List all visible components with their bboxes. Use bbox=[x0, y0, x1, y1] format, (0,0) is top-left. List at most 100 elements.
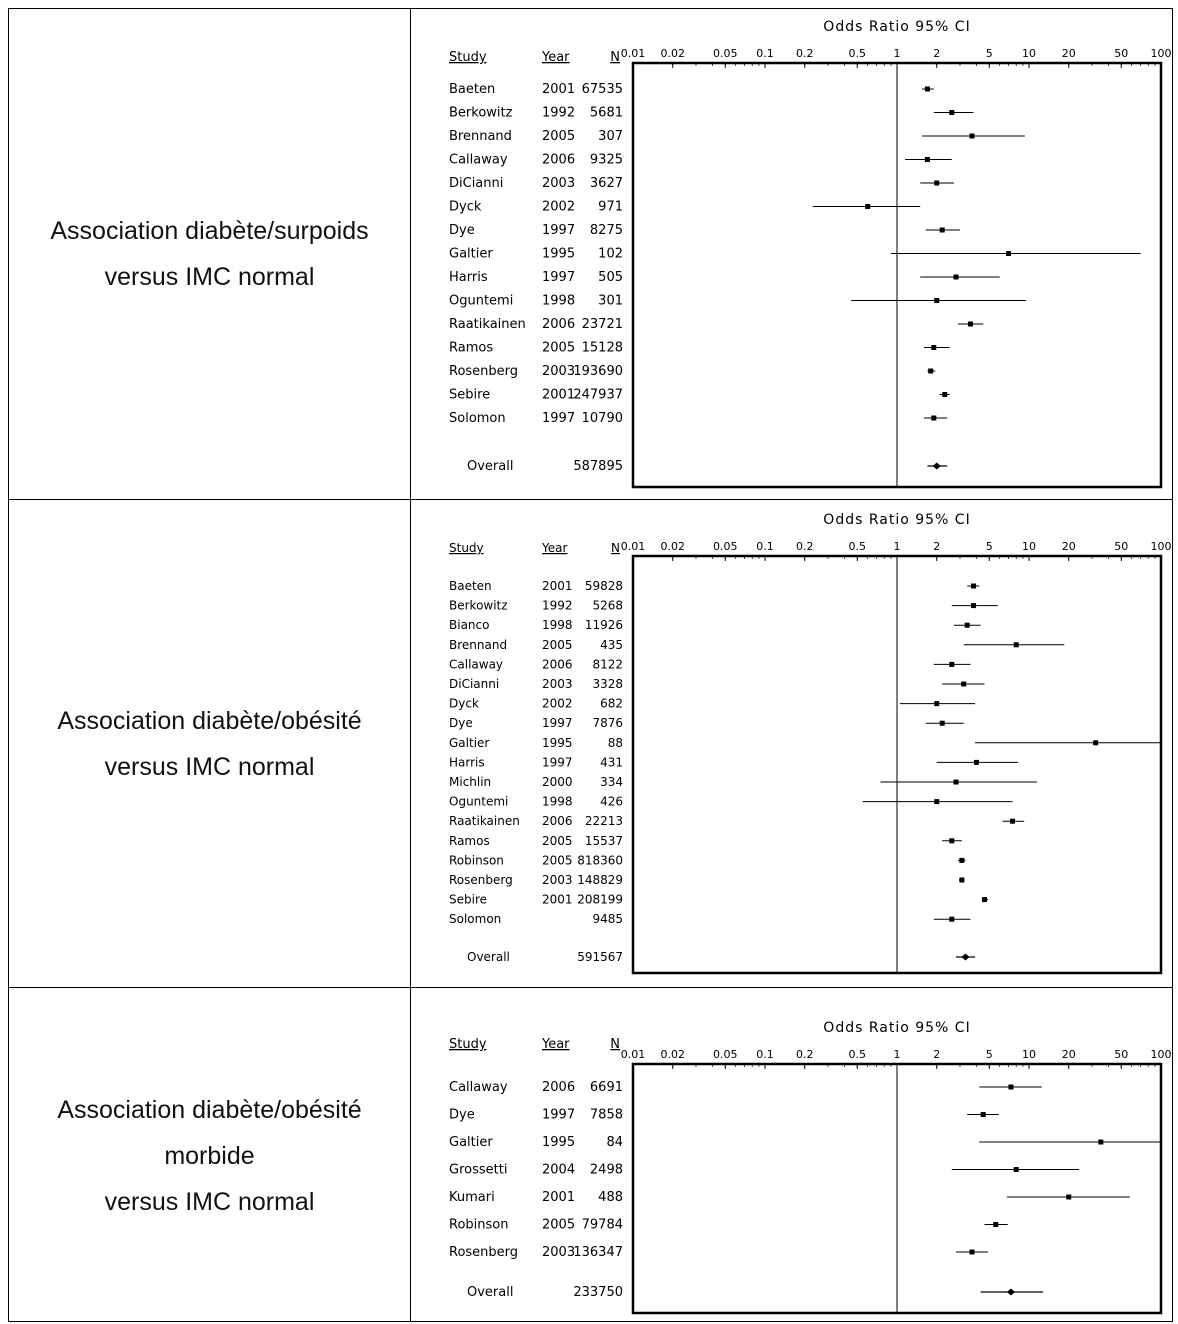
column-divider bbox=[410, 9, 411, 1321]
study-year: 2006 bbox=[542, 814, 573, 828]
study-name: Oguntemi bbox=[449, 294, 513, 309]
column-header: N bbox=[610, 1037, 620, 1052]
point-estimate bbox=[931, 415, 937, 421]
point-estimate bbox=[942, 392, 948, 397]
x-tick-label: 0.05 bbox=[713, 1048, 738, 1061]
study-n: 5681 bbox=[590, 106, 623, 121]
study-n: 9485 bbox=[592, 912, 623, 926]
point-estimate bbox=[973, 759, 979, 765]
study-year: 1997 bbox=[542, 411, 575, 426]
study-year: 2005 bbox=[542, 853, 573, 867]
study-n: 79784 bbox=[582, 1218, 623, 1233]
study-name: Oguntemi bbox=[449, 795, 508, 809]
x-tick-label: 1 bbox=[894, 47, 901, 60]
study-n: 8275 bbox=[590, 223, 623, 238]
overall-n: 587895 bbox=[573, 459, 623, 474]
study-n: 136347 bbox=[573, 1245, 623, 1260]
point-estimate bbox=[865, 204, 871, 209]
x-tick-label: 50 bbox=[1114, 1048, 1128, 1061]
x-tick-label: 1 bbox=[894, 1048, 901, 1061]
study-name: Berkowitz bbox=[449, 599, 508, 613]
study-n: 193690 bbox=[573, 364, 623, 379]
study-year: 2002 bbox=[542, 200, 575, 215]
point-estimate bbox=[934, 298, 940, 303]
x-tick-label: 2 bbox=[933, 1048, 940, 1061]
results-table: Association diabète/surpoids versus IMC … bbox=[8, 8, 1173, 1322]
plot-title: Odds Ratio 95% CI bbox=[823, 19, 970, 35]
study-name: Galtier bbox=[449, 247, 493, 262]
point-estimate bbox=[939, 720, 945, 726]
study-name: Ramos bbox=[449, 341, 493, 356]
point-estimate bbox=[969, 133, 975, 139]
study-n: 3328 bbox=[592, 677, 623, 691]
study-year: 2006 bbox=[542, 317, 575, 332]
study-name: Sebire bbox=[449, 388, 490, 403]
x-tick-label: 0.1 bbox=[756, 47, 774, 60]
column-header: Study bbox=[449, 50, 487, 65]
point-estimate bbox=[928, 368, 934, 374]
study-n: 15537 bbox=[585, 834, 623, 848]
point-estimate bbox=[964, 622, 970, 628]
study-n: 334 bbox=[600, 775, 623, 789]
x-tick-label: 20 bbox=[1062, 1048, 1076, 1061]
study-n: 307 bbox=[598, 129, 623, 144]
study-year: 2000 bbox=[542, 775, 573, 789]
study-n: 682 bbox=[600, 697, 623, 711]
column-header: Year bbox=[541, 541, 567, 555]
study-year: 1998 bbox=[542, 618, 573, 632]
study-name: Callaway bbox=[449, 657, 503, 671]
x-tick-label: 0.1 bbox=[756, 540, 774, 553]
study-year: 2003 bbox=[542, 677, 573, 691]
row-label-line: versus IMC normal bbox=[104, 263, 315, 291]
point-estimate bbox=[981, 897, 987, 903]
column-header: N bbox=[611, 541, 620, 555]
study-year: 2005 bbox=[542, 341, 575, 356]
study-name: Rosenberg bbox=[449, 1245, 518, 1260]
point-estimate bbox=[924, 86, 930, 92]
plot-title: Odds Ratio 95% CI bbox=[823, 512, 970, 528]
study-n: 435 bbox=[600, 638, 623, 652]
x-tick-label: 2 bbox=[933, 47, 940, 60]
x-tick-label: 100 bbox=[1151, 47, 1172, 60]
x-tick-label: 0.2 bbox=[796, 47, 814, 60]
x-tick-label: 10 bbox=[1022, 540, 1036, 553]
study-n: 59828 bbox=[585, 579, 623, 593]
x-tick-label: 50 bbox=[1114, 47, 1128, 60]
study-year: 1995 bbox=[542, 247, 575, 262]
study-name: Raatikainen bbox=[449, 814, 520, 828]
study-name: Brennand bbox=[449, 638, 507, 652]
row-label-line: Association diabète/surpoids bbox=[50, 217, 369, 245]
overall-estimate bbox=[961, 953, 970, 961]
study-name: Robinson bbox=[449, 853, 504, 867]
point-estimate bbox=[949, 661, 955, 667]
x-tick-label: 20 bbox=[1062, 47, 1076, 60]
point-estimate bbox=[971, 583, 977, 589]
study-year: 2001 bbox=[542, 82, 575, 97]
x-tick-label: 0.2 bbox=[796, 1048, 814, 1061]
study-name: Bianco bbox=[449, 618, 489, 632]
table-row-surpoids: Association diabète/surpoids versus IMC … bbox=[9, 9, 1172, 499]
study-n: 2498 bbox=[590, 1163, 623, 1178]
x-tick-label: 50 bbox=[1114, 540, 1128, 553]
x-tick-label: 1 bbox=[894, 540, 901, 553]
study-name: Robinson bbox=[449, 1218, 508, 1233]
study-name: DiCianni bbox=[449, 677, 499, 691]
study-n: 6691 bbox=[590, 1080, 623, 1095]
column-header: Study bbox=[449, 1037, 487, 1052]
point-estimate bbox=[939, 227, 945, 233]
study-year: 2003 bbox=[542, 176, 575, 191]
study-year: 1998 bbox=[542, 795, 573, 809]
x-tick-label: 0.05 bbox=[713, 540, 738, 553]
study-name: Callaway bbox=[449, 153, 508, 168]
point-estimate bbox=[980, 1112, 986, 1117]
study-year: 1992 bbox=[542, 599, 573, 613]
study-name: Dyck bbox=[449, 697, 479, 711]
overall-estimate bbox=[932, 462, 941, 470]
study-n: 505 bbox=[598, 270, 623, 285]
study-year: 2001 bbox=[542, 893, 573, 907]
study-name: Harris bbox=[449, 270, 488, 285]
point-estimate bbox=[993, 1222, 999, 1227]
study-n: 11926 bbox=[585, 618, 623, 632]
overall-label: Overall bbox=[467, 1285, 513, 1300]
study-n: 971 bbox=[598, 200, 623, 215]
